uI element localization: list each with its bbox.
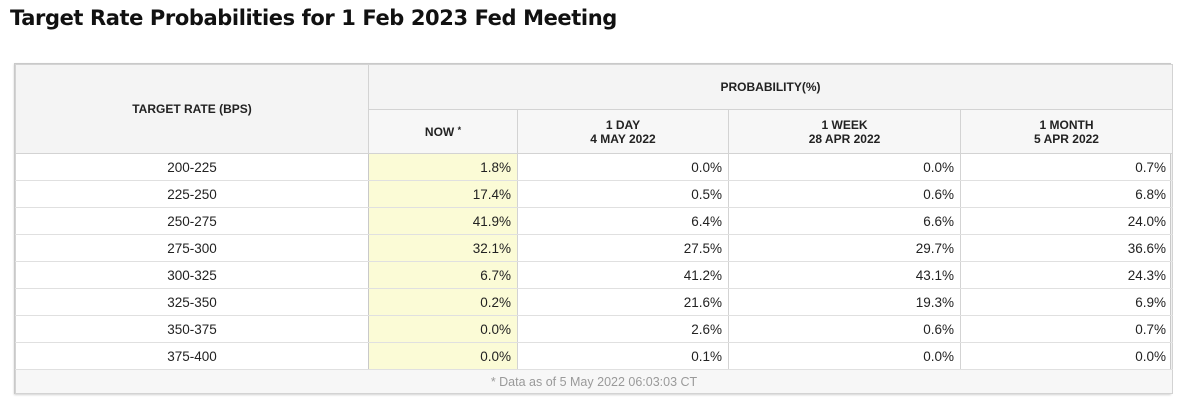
table-row: 225-250 17.4% 0.5% 0.6% 6.8% xyxy=(15,180,1173,208)
week-probability-cell: 6.6% xyxy=(728,207,961,235)
week-header-label: 1 WEEK xyxy=(821,117,868,132)
probability-table-container: TARGET RATE (BPS) PROBABILITY(%) NOW * 1… xyxy=(14,63,1173,394)
now-probability-cell: 41.9% xyxy=(368,207,518,235)
now-column-header: NOW * xyxy=(368,109,518,154)
week-probability-cell: 29.7% xyxy=(728,234,961,262)
target-rate-header: TARGET RATE (BPS) xyxy=(15,64,369,154)
page-title: Target Rate Probabilities for 1 Feb 2023… xyxy=(10,6,617,30)
target-rate-cell: 225-250 xyxy=(15,180,369,208)
now-probability-cell: 1.8% xyxy=(368,153,518,181)
now-probability-cell: 0.0% xyxy=(368,315,518,343)
table-row: 300-325 6.7% 41.2% 43.1% 24.3% xyxy=(15,261,1173,289)
week-probability-cell: 0.6% xyxy=(728,315,961,343)
target-rate-cell: 375-400 xyxy=(15,342,369,370)
now-probability-cell: 6.7% xyxy=(368,261,518,289)
table-row: 250-275 41.9% 6.4% 6.6% 24.0% xyxy=(15,207,1173,235)
probability-header: PROBABILITY(%) xyxy=(368,64,1173,110)
day-probability-cell: 0.1% xyxy=(517,342,729,370)
day-probability-cell: 41.2% xyxy=(517,261,729,289)
month-header-date: 5 APR 2022 xyxy=(1034,131,1099,146)
day-column-header: 1 DAY 4 MAY 2022 xyxy=(517,109,729,154)
day-probability-cell: 0.0% xyxy=(517,153,729,181)
week-probability-cell: 43.1% xyxy=(728,261,961,289)
week-probability-cell: 0.0% xyxy=(728,153,961,181)
day-probability-cell: 2.6% xyxy=(517,315,729,343)
data-timestamp-footer: * Data as of 5 May 2022 06:03:03 CT xyxy=(15,369,1173,394)
day-probability-cell: 0.5% xyxy=(517,180,729,208)
target-rate-cell: 200-225 xyxy=(15,153,369,181)
day-header-date: 4 MAY 2022 xyxy=(590,131,656,146)
table-row: 375-400 0.0% 0.1% 0.0% 0.0% xyxy=(15,342,1173,370)
month-probability-cell: 24.3% xyxy=(960,261,1173,289)
month-probability-cell: 6.8% xyxy=(960,180,1173,208)
week-probability-cell: 19.3% xyxy=(728,288,961,316)
now-probability-cell: 0.2% xyxy=(368,288,518,316)
week-column-header: 1 WEEK 28 APR 2022 xyxy=(728,109,961,154)
table-row: 275-300 32.1% 27.5% 29.7% 36.6% xyxy=(15,234,1173,262)
target-rate-cell: 300-325 xyxy=(15,261,369,289)
now-header-label: NOW xyxy=(424,124,455,139)
month-probability-cell: 36.6% xyxy=(960,234,1173,262)
table-row: 325-350 0.2% 21.6% 19.3% 6.9% xyxy=(15,288,1173,316)
target-rate-cell: 350-375 xyxy=(15,315,369,343)
target-rate-cell: 275-300 xyxy=(15,234,369,262)
day-probability-cell: 27.5% xyxy=(517,234,729,262)
table-row: 350-375 0.0% 2.6% 0.6% 0.7% xyxy=(15,315,1173,343)
month-probability-cell: 0.7% xyxy=(960,153,1173,181)
now-probability-cell: 0.0% xyxy=(368,342,518,370)
now-probability-cell: 32.1% xyxy=(368,234,518,262)
now-header-marker: * xyxy=(457,124,462,135)
probability-table: TARGET RATE (BPS) PROBABILITY(%) NOW * 1… xyxy=(15,64,1173,394)
week-probability-cell: 0.0% xyxy=(728,342,961,370)
month-probability-cell: 24.0% xyxy=(960,207,1173,235)
target-rate-cell: 250-275 xyxy=(15,207,369,235)
month-column-header: 1 MONTH 5 APR 2022 xyxy=(960,109,1173,154)
month-probability-cell: 0.0% xyxy=(960,342,1173,370)
probability-header-label: PROBABILITY(%) xyxy=(720,80,821,94)
month-probability-cell: 0.7% xyxy=(960,315,1173,343)
target-rate-cell: 325-350 xyxy=(15,288,369,316)
day-probability-cell: 21.6% xyxy=(517,288,729,316)
now-probability-cell: 17.4% xyxy=(368,180,518,208)
target-rate-header-label: TARGET RATE (BPS) xyxy=(132,102,252,116)
day-header-label: 1 DAY xyxy=(605,117,641,132)
table-row: 200-225 1.8% 0.0% 0.0% 0.7% xyxy=(15,153,1173,181)
day-probability-cell: 6.4% xyxy=(517,207,729,235)
week-probability-cell: 0.6% xyxy=(728,180,961,208)
week-header-date: 28 APR 2022 xyxy=(808,131,881,146)
month-header-label: 1 MONTH xyxy=(1039,117,1094,132)
month-probability-cell: 6.9% xyxy=(960,288,1173,316)
